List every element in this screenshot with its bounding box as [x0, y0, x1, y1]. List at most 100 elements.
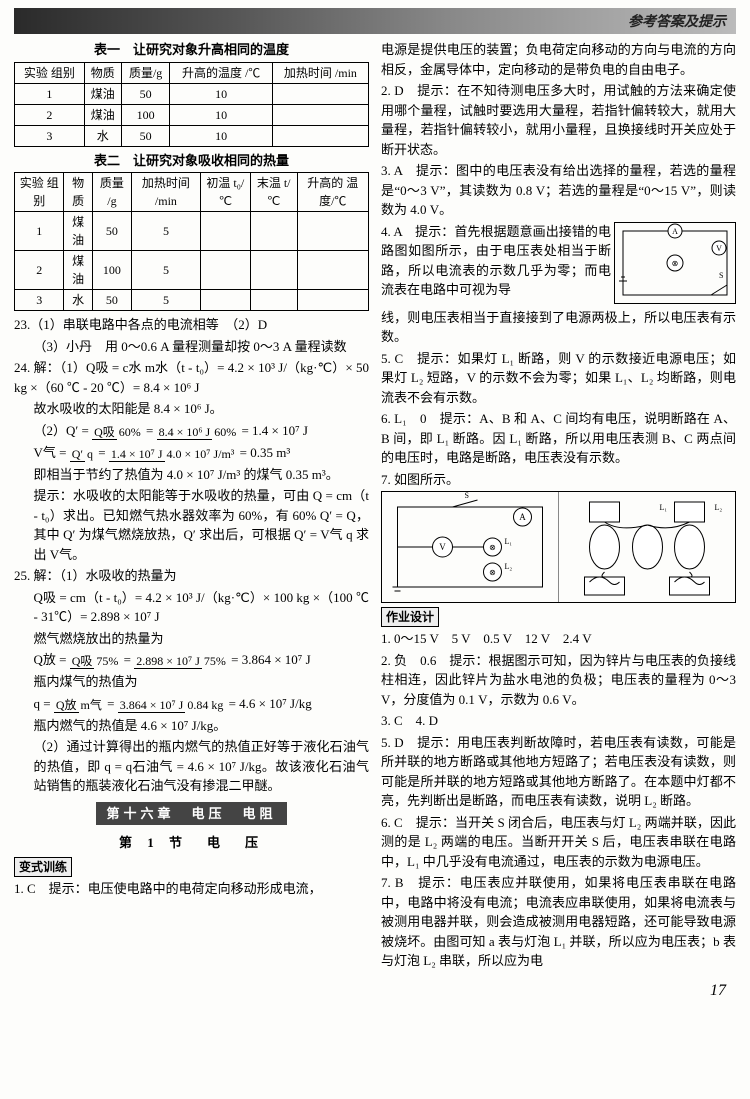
q24-2: （2）Q′ = Q吸60% = 8.4 × 10⁶ J60% = 1.4 × 1… [14, 421, 369, 441]
a5: 5. D 提示：用电压表判断故障时，若电压表有读数，可能是所并联的地方断路或其他… [381, 733, 736, 811]
q25-6-den: m气 [79, 698, 104, 712]
q24-3-num2: 1.4 × 10⁷ J [109, 447, 165, 462]
t2-r1c1: 煤油 [64, 251, 92, 290]
t2-r1c6 [297, 251, 368, 290]
page-number: 17 [14, 979, 736, 1003]
svg-text:⊗: ⊗ [672, 259, 679, 268]
t1-r2c3: 10 [170, 125, 273, 146]
t2-r1c4 [200, 251, 250, 290]
t1-r2c4 [272, 125, 368, 146]
t2-r2c6 [297, 290, 368, 311]
r4a: 4. A 提示：首先根据题意画出接错的电路图如图所示，由于电压表处相当于断路，所… [381, 224, 611, 298]
q24-2-num: Q吸 [92, 425, 117, 440]
t2-r1c0: 2 [15, 251, 64, 290]
a2: 2. 负 0.6 提示：根据图示可知，因为锌片与电压表的负接线柱相连，因此锌片为… [381, 651, 736, 710]
t2-r0c1: 煤油 [64, 212, 92, 251]
svg-text:⊗: ⊗ [489, 543, 496, 552]
q24-2-num2: 8.4 × 10⁶ J [157, 425, 213, 440]
q24-3-den2: 4.0 × 10⁷ J/m³ [165, 447, 237, 461]
table2-title: 表二 让研究对象吸收相同的热量 [14, 151, 369, 171]
r4-wrap: 4. A 提示：首先根据题意画出接错的电路图如图所示，由于电压表处相当于断路，所… [381, 222, 736, 306]
t2-h1: 物质 [64, 173, 92, 212]
t1-h2: 质量/g [121, 62, 169, 83]
t1-r1c4 [272, 104, 368, 125]
zysheji-label: 作业设计 [381, 607, 439, 627]
t2-r1c2: 100 [92, 251, 131, 290]
t2-r2c0: 3 [15, 290, 64, 311]
svg-text:S: S [465, 492, 469, 500]
l1c: 1. C 提示：电压使电路中的电荷定向移动形成电流， [14, 879, 369, 899]
q25-4-num2: 2.898 × 10⁷ J [134, 654, 202, 669]
q25-8: （2）通过计算得出的瓶内燃气的热值正好等于液化石油气的热值，即 q = q石油气… [14, 737, 369, 796]
t1-r0c4 [272, 83, 368, 104]
svg-text:L₁: L₁ [505, 537, 513, 546]
bianshi-label: 变式训练 [14, 857, 72, 877]
t1-h1: 物质 [84, 62, 121, 83]
t1-r2c1: 水 [84, 125, 121, 146]
t2-h6: 升高的 温度/℃ [297, 173, 368, 212]
q24-3c: = 0.35 m³ [240, 445, 291, 460]
t1-r0c1: 煤油 [84, 83, 121, 104]
t1-r2c0: 3 [15, 125, 85, 146]
svg-text:L₁: L₁ [660, 503, 668, 512]
q24-2a: （2）Q′ = [34, 423, 93, 438]
section1-title: 第 1 节 电 压 [14, 833, 369, 853]
q23b: （3）小丹 用 0～0.6 A 量程测量却按 0～3 A 量程读数 [14, 337, 369, 357]
svg-text:V: V [716, 244, 722, 253]
t1-h0: 实验 组别 [15, 62, 85, 83]
t1-h4: 加热时间 /min [272, 62, 368, 83]
t2-r2c4 [200, 290, 250, 311]
q25-6a: q = [34, 696, 54, 711]
t1-r0c2: 50 [121, 83, 169, 104]
q24-4: 即相当于节约了热值为 4.0 × 10⁷ J/m³ 的煤气 0.35 m³。 [14, 465, 369, 485]
circuit-diagram-icon: S A V ⊗ L₁ ⊗ L₂ L₁ L₂ [381, 491, 736, 603]
svg-text:L₂: L₂ [505, 562, 513, 571]
q25-2: Q吸 = cm（t - t₀）= 4.2 × 10³ J/（kg·℃）× 100… [14, 588, 369, 627]
chapter-mark: 第十六章 电压 电阻 [96, 802, 286, 826]
q25-4: Q放 = Q吸75% = 2.898 × 10⁷ J75% = 3.864 × … [14, 650, 369, 670]
q25-1: 25. 解：（1）水吸收的热量为 [14, 566, 369, 586]
q25-4-den2: 75% [202, 654, 228, 668]
r7: 7. 如图所示。 [381, 470, 736, 490]
t2-r2c5 [250, 290, 297, 311]
t2-r2c3: 5 [132, 290, 201, 311]
svg-text:V: V [439, 542, 446, 552]
q25-6b: = [107, 696, 118, 711]
r2: 2. D 提示：在不知待测电压多大时，用试触的方法来确定使用哪个量程，试触时要选… [381, 81, 736, 159]
r4b: 线，则电压表相当于直接接到了电源两极上，所以电压表有示数。 [381, 308, 736, 347]
q25-4a: Q放 = [34, 652, 70, 667]
q24-3: V气 = Q′q = 1.4 × 10⁷ J4.0 × 10⁷ J/m³ = 0… [14, 443, 369, 463]
header-ribbon: 参考答案及提示 [628, 12, 726, 33]
q24-1b: 故水吸收的太阳能是 8.4 × 10⁶ J。 [14, 399, 369, 419]
t2-r2c1: 水 [64, 290, 92, 311]
q25-3: 燃气燃烧放出的热量为 [14, 629, 369, 649]
t1-r1c1: 煤油 [84, 104, 121, 125]
svg-text:A: A [519, 512, 526, 522]
a3: 3. C 4. D [381, 711, 736, 731]
q25-4-den: 75% [94, 654, 120, 668]
q24-2b: = [146, 423, 157, 438]
t2-r0c4 [200, 212, 250, 251]
q24-1: 24. 解：（1）Q吸 = c水 m水（t - t₀）= 4.2 × 10³ J… [14, 358, 369, 397]
q24-3b: = [98, 445, 109, 460]
svg-text:L₂: L₂ [715, 503, 723, 512]
q24-3a: V气 = [34, 445, 70, 460]
t2-h4: 初温 t₀/℃ [200, 173, 250, 212]
t1-r2c2: 50 [121, 125, 169, 146]
t1-r1c3: 10 [170, 104, 273, 125]
q25-4-num: Q吸 [70, 654, 95, 669]
t1-r0c3: 10 [170, 83, 273, 104]
r5: 5. C 提示：如果灯 L₁ 断路，则 V 的示数接近电源电压；如果灯 L₂ 短… [381, 349, 736, 408]
t1-r0c0: 1 [15, 83, 85, 104]
header-banner: 参考答案及提示 [14, 8, 736, 34]
t2-r0c0: 1 [15, 212, 64, 251]
r1: 电源是提供电压的装置；负电荷定向移动的方向与电流的方向相反，金属导体中，定向移动… [381, 40, 736, 79]
t2-r1c5 [250, 251, 297, 290]
left-column: 表一 让研究对象升高相同的温度 实验 组别 物质 质量/g 升高的温度 /℃ 加… [14, 38, 369, 973]
q24-2-den: 60% [117, 425, 143, 439]
t2-r0c3: 5 [132, 212, 201, 251]
t2-r0c5 [250, 212, 297, 251]
svg-text:S: S [719, 271, 723, 280]
t2-r0c2: 50 [92, 212, 131, 251]
svg-text:⊗: ⊗ [489, 568, 496, 577]
